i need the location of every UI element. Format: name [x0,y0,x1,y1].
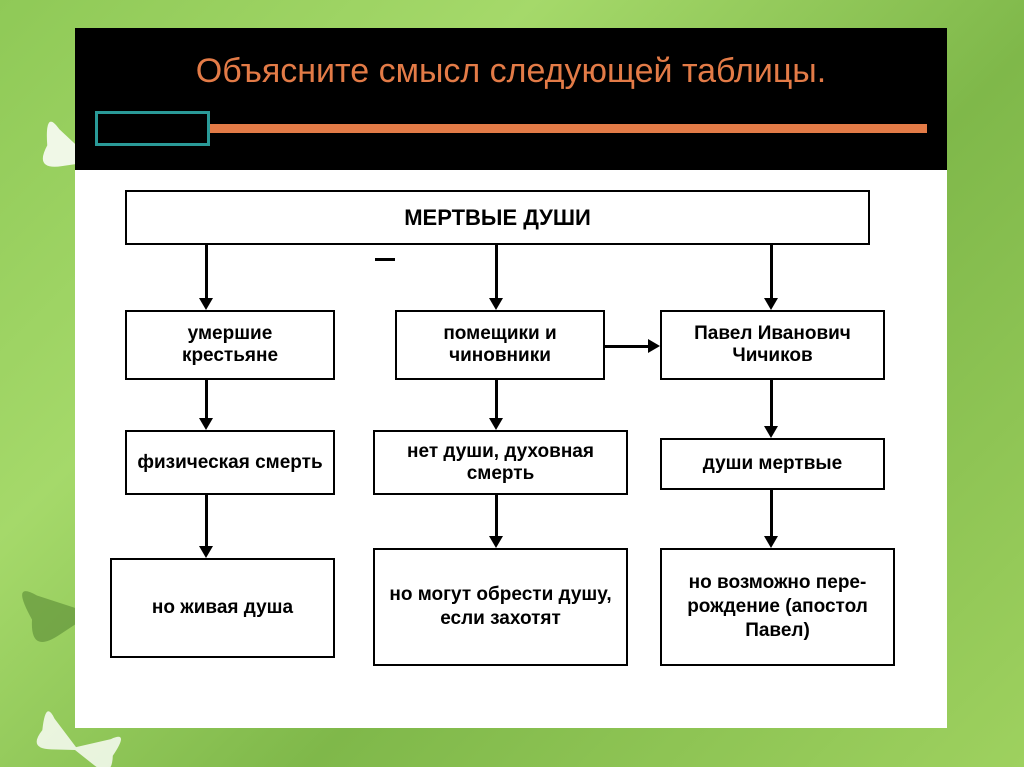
arrowhead-icon [489,536,503,548]
arrowhead-icon [489,298,503,310]
arrow-v [495,245,498,300]
node-r4c1: но живая душа [110,558,335,658]
arrowhead-icon [199,546,213,558]
arrow-v [495,495,498,538]
teal-accent-box [95,111,210,146]
flowchart-diagram: МЕРТВЫЕ ДУШИ умершие крестьяне помещики … [75,170,947,725]
node-r2c3: Павел Иванович Чичиков [660,310,885,380]
arrow-v [770,490,773,538]
arrow-h [605,345,650,348]
node-r4c3: но возможно пере-рождение (апостол Павел… [660,548,895,666]
arrow-v [205,245,208,300]
arrowhead-icon [199,418,213,430]
orange-accent-line [210,124,927,133]
arrow-v [495,380,498,420]
arrowhead-icon [764,426,778,438]
arrow-v [205,380,208,420]
node-r2c1: умершие крестьяне [125,310,335,380]
slide-title: Объясните смысл следующей таблицы. [95,52,927,91]
arrow-v [770,245,773,300]
arrow-v [770,380,773,428]
root-node: МЕРТВЫЕ ДУШИ [125,190,870,245]
connector [375,258,395,261]
node-r4c2: но могут обрести душу, если захотят [373,548,628,666]
title-underline [95,111,927,146]
slide-header: Объясните смысл следующей таблицы. [75,28,947,170]
arrowhead-icon [764,536,778,548]
node-r3c2: нет души, духовная смерть [373,430,628,495]
node-r2c2: помещики и чиновники [395,310,605,380]
slide: Объясните смысл следующей таблицы. МЕРТВ… [75,28,947,728]
arrowhead-icon [648,339,660,353]
node-r3c3: души мертвые [660,438,885,490]
arrow-v [205,495,208,548]
arrowhead-icon [199,298,213,310]
arrowhead-icon [764,298,778,310]
node-r3c1: физическая смерть [125,430,335,495]
arrowhead-icon [489,418,503,430]
